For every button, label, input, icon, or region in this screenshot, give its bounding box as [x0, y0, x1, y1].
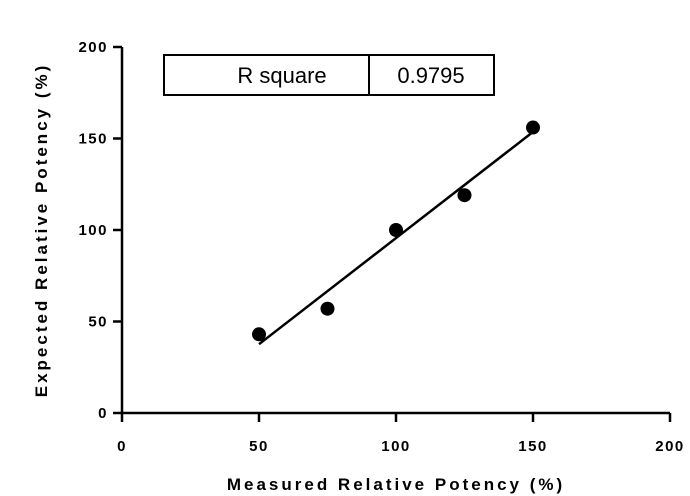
data-point — [252, 327, 266, 342]
x-tick-label: 0 — [117, 438, 127, 455]
data-point — [389, 223, 403, 237]
x-tick-label: 50 — [249, 438, 269, 455]
x-tick-label: 100 — [381, 438, 411, 455]
y-tick-label: 200 — [78, 39, 108, 56]
x-ticks: 0 50 100 150 200 — [117, 413, 685, 455]
r-square-value-cell — [368, 54, 495, 96]
y-tick-label: 0 — [98, 405, 108, 422]
regression-line — [258, 130, 534, 346]
r-square-table: R square 0.9795 — [163, 54, 495, 96]
data-points — [252, 120, 540, 342]
y-tick-label: 150 — [78, 131, 108, 148]
y-ticks: 0 50 100 150 200 — [78, 39, 122, 422]
x-tick-label: 200 — [655, 438, 685, 455]
x-axis-title: Measured Relative Potency (%) — [227, 475, 565, 494]
y-tick-label: 100 — [78, 222, 108, 239]
y-tick-label: 50 — [88, 314, 108, 331]
y-axis-title: Expected Relative Potency (%) — [32, 63, 51, 398]
data-point — [526, 120, 540, 135]
r-square-label: R square — [237, 63, 326, 88]
data-point — [457, 188, 472, 203]
r-square-label-cell — [163, 54, 370, 96]
x-tick-label: 150 — [518, 438, 548, 455]
r-square-value: 0.9795 — [397, 63, 464, 88]
data-point — [320, 301, 335, 316]
